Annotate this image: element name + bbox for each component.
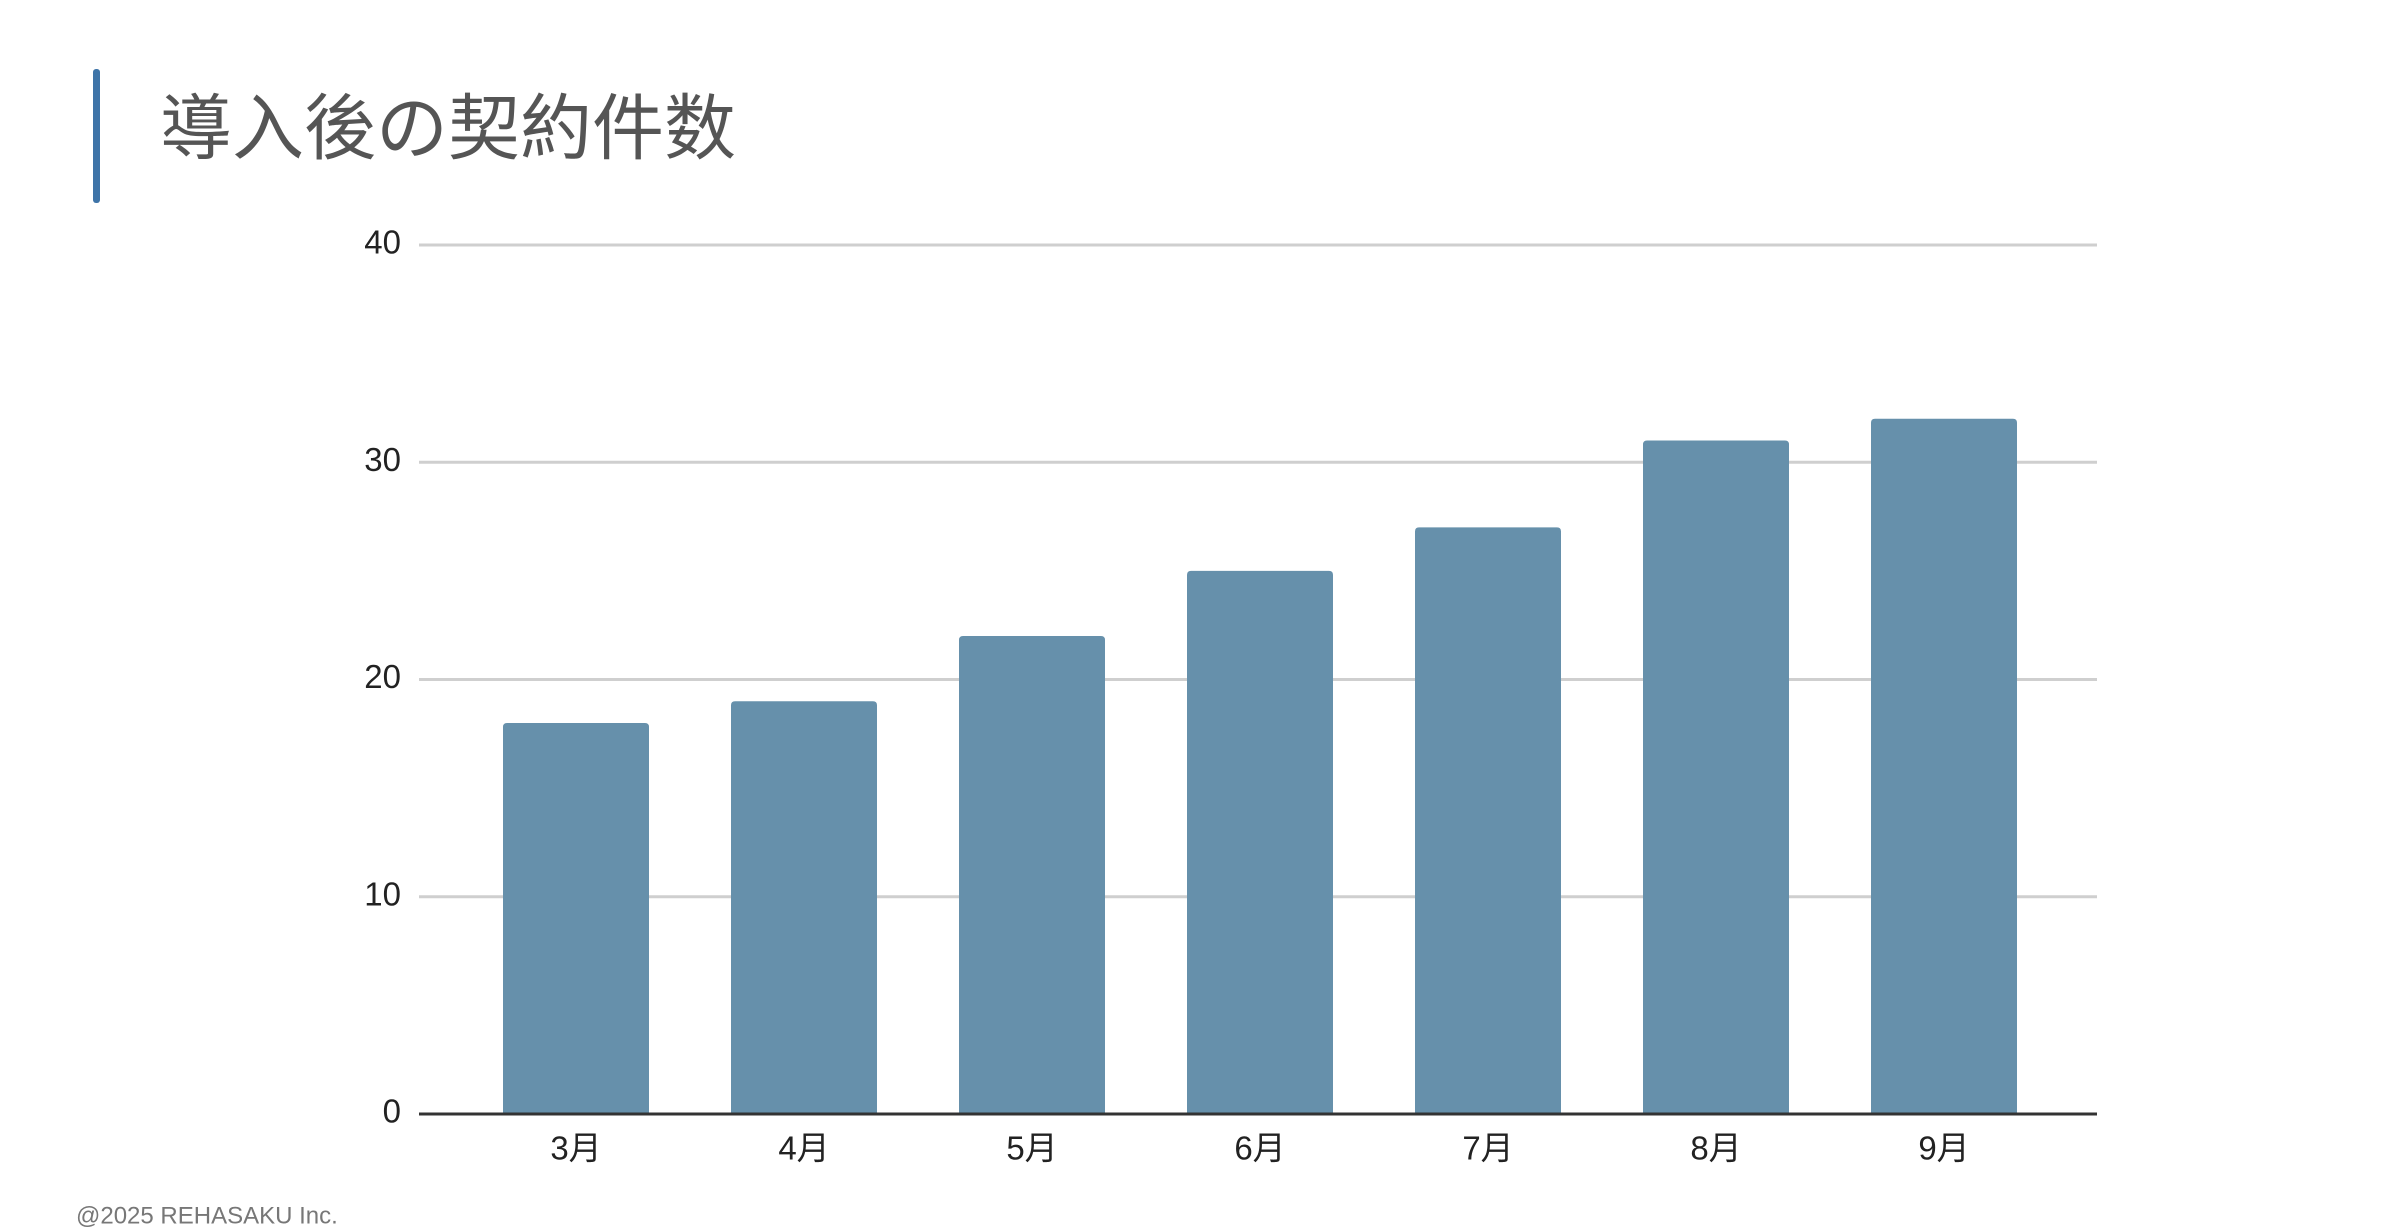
title-accent xyxy=(93,69,100,203)
bar xyxy=(959,636,1105,1114)
y-tick-label: 20 xyxy=(364,658,401,695)
y-tick-label: 40 xyxy=(364,224,401,261)
bar xyxy=(1187,570,1333,1114)
x-tick-label: 7月 xyxy=(1462,1130,1513,1167)
x-tick-label: 8月 xyxy=(1690,1130,1741,1167)
bar xyxy=(1415,527,1561,1114)
x-tick-label: 4月 xyxy=(778,1130,829,1167)
y-tick-label: 0 xyxy=(383,1093,401,1130)
x-tick-label: 3月 xyxy=(550,1130,601,1167)
chart-title: 導入後の契約件数 xyxy=(160,87,736,171)
bar xyxy=(1871,418,2017,1114)
bar xyxy=(731,701,877,1114)
x-tick-label: 6月 xyxy=(1234,1130,1285,1167)
y-tick-label: 30 xyxy=(364,441,401,478)
x-tick-label: 9月 xyxy=(1918,1130,1969,1167)
y-tick-label: 10 xyxy=(364,875,401,912)
bar xyxy=(1643,440,1789,1114)
footer: @2025 REHASAKU Inc. xyxy=(76,1202,338,1229)
bar xyxy=(503,722,649,1114)
x-tick-label: 5月 xyxy=(1006,1130,1057,1167)
